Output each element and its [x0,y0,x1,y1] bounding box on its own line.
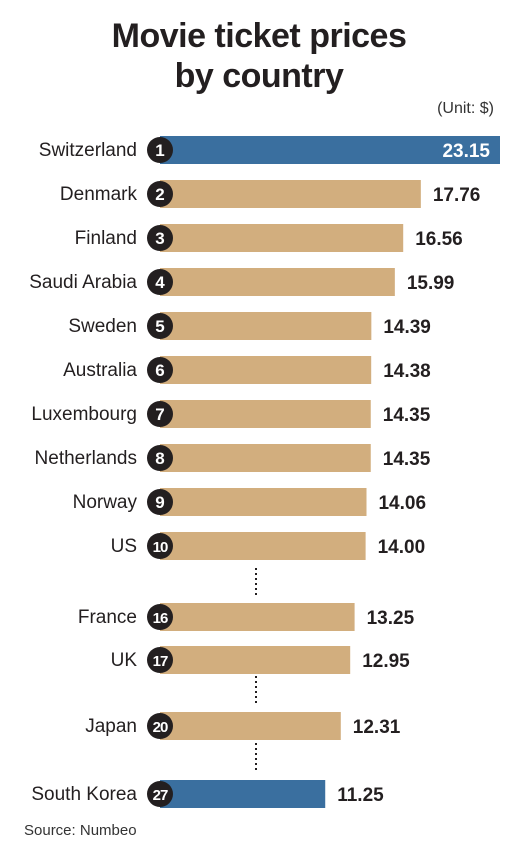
rank-number: 17 [153,653,168,670]
rank-number: 7 [155,405,164,424]
bar [160,180,421,208]
value-label: 14.38 [383,361,431,382]
bar [160,603,355,631]
value-label: 14.39 [383,317,431,338]
rank-badge [147,181,173,207]
country-label: Luxembourg [31,404,137,425]
rank-number: 5 [155,317,164,336]
bar [160,356,372,384]
rank-badge [147,313,173,339]
value-label: 13.25 [367,608,415,629]
country-label: UK [111,650,138,671]
country-label: Switzerland [39,140,137,161]
source-note: Source: Numbeo [24,822,137,839]
country-label: US [111,536,137,557]
rank-number: 10 [153,539,168,556]
country-label: Sweden [68,316,137,337]
title-line-1: Movie ticket prices [111,17,407,55]
unit-label: (Unit: $) [437,100,494,117]
country-label: Australia [63,360,137,381]
value-label: 12.95 [362,651,410,672]
bar [160,646,351,674]
rank-number: 9 [155,493,164,512]
rank-badge [147,357,173,383]
value-label: 15.99 [407,273,455,294]
rank-number: 16 [153,610,168,627]
rank-number: 2 [155,185,164,204]
rank-number: 27 [153,787,168,804]
value-label: 11.25 [337,785,384,806]
rank-badge [147,781,173,807]
rank-badge [147,445,173,471]
value-label: 14.06 [378,493,426,514]
value-label: 17.76 [433,185,481,206]
rank-number: 3 [155,229,164,248]
bar [160,400,371,428]
rank-number: 8 [155,449,164,468]
value-label: 23.15 [442,141,490,162]
country-label: South Korea [31,784,137,805]
country-label: Netherlands [35,448,137,469]
bar [160,444,371,472]
value-label: 14.00 [378,537,426,558]
bar [160,136,500,164]
rank-badge [147,401,173,427]
rank-number: 20 [153,719,168,736]
rank-badge [147,225,173,251]
rank-number: 4 [155,273,165,292]
country-label: France [78,607,137,628]
value-label: 16.56 [415,229,463,250]
bar [160,312,372,340]
title-line-2: by country [174,57,344,95]
rank-badge [147,137,173,163]
rank-badge [147,533,173,559]
rank-badge [147,713,173,739]
bar [160,780,326,808]
country-label: Japan [85,716,137,737]
country-label: Denmark [60,184,138,205]
rank-badge [147,269,173,295]
country-label: Norway [73,492,138,513]
bar [160,224,404,252]
bar [160,712,341,740]
bar [160,268,395,296]
rank-badge [147,604,173,630]
value-label: 12.31 [353,717,401,738]
value-label: 14.35 [383,405,431,426]
rank-badge [147,647,173,673]
bar [160,532,366,560]
bar [160,488,367,516]
value-label: 14.35 [383,449,431,470]
chart-title: Movie ticket prices by country [0,16,518,96]
country-label: Saudi Arabia [29,272,137,293]
rank-number: 6 [155,361,164,380]
country-label: Finland [75,228,137,249]
rank-badge [147,489,173,515]
rank-number: 1 [155,141,164,160]
